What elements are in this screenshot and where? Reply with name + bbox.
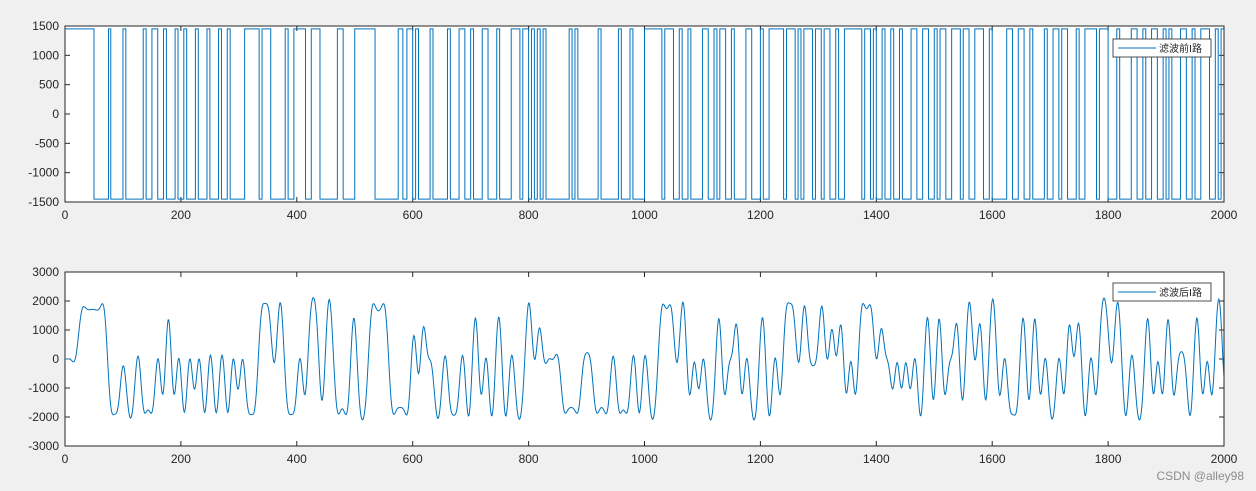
- bottom-subplot: 0 200 400 600 800 1000 1200 1400 1600 1800 2000 -30…: [28, 265, 1237, 466]
- y-tick-label: 3000: [32, 265, 59, 279]
- y-tick-label: 0: [52, 107, 59, 121]
- x-tick-label: 200: [171, 208, 191, 222]
- x-tick-label: 600: [403, 452, 423, 466]
- x-tick-label: 1600: [979, 208, 1006, 222]
- bottom-axis-ticks: 0 200 400 600 800 1000 1200 1400 1600 1800 2000 -30…: [28, 265, 1237, 466]
- y-tick-label: -2000: [28, 410, 59, 424]
- y-tick-label: 0: [52, 352, 59, 366]
- bottom-legend-box: [1112, 282, 1212, 302]
- y-tick-label: 2000: [32, 294, 59, 308]
- y-tick-label: -1000: [28, 166, 59, 180]
- x-tick-label: 0: [62, 452, 69, 466]
- x-tick-label: 1200: [747, 452, 774, 466]
- top-legend[interactable]: 滤波前I路: [1112, 38, 1212, 58]
- top-subplot: 0 200 400 600 800 1000 1200 1400 1600 1800 2000 -15…: [28, 19, 1237, 222]
- y-tick-label: 1500: [32, 19, 59, 33]
- x-tick-label: 1800: [1095, 208, 1122, 222]
- x-tick-label: 800: [519, 452, 539, 466]
- x-tick-label: 600: [403, 208, 423, 222]
- y-tick-label: -1500: [28, 195, 59, 209]
- series-line-after-filter: [65, 297, 1224, 421]
- x-tick-label: 400: [287, 208, 307, 222]
- top-axis-ticks: 0 200 400 600 800 1000 1200 1400 1600 1800 2000 -15…: [28, 19, 1237, 222]
- bottom-legend-label: 滤波后I路: [1159, 286, 1202, 299]
- y-tick-label: -1000: [28, 381, 59, 395]
- top-legend-box: [1112, 38, 1212, 58]
- bottom-legend[interactable]: 滤波后I路: [1112, 282, 1212, 302]
- series-line-before-filter: [65, 28, 1224, 200]
- x-tick-label: 1400: [863, 208, 890, 222]
- x-tick-label: 1000: [631, 452, 658, 466]
- x-tick-label: 1200: [747, 208, 774, 222]
- x-tick-label: 400: [287, 452, 307, 466]
- x-tick-label: 2000: [1211, 208, 1238, 222]
- y-tick-label: 1000: [32, 48, 59, 62]
- x-tick-label: 1400: [863, 452, 890, 466]
- y-tick-label: -3000: [28, 439, 59, 453]
- x-tick-label: 1000: [631, 208, 658, 222]
- x-tick-label: 800: [519, 208, 539, 222]
- x-tick-label: 200: [171, 452, 191, 466]
- x-tick-label: 0: [62, 208, 69, 222]
- y-tick-label: 500: [39, 78, 59, 92]
- watermark: CSDN @alley98: [1156, 469, 1244, 483]
- y-tick-label: 1000: [32, 323, 59, 337]
- x-tick-label: 1800: [1095, 452, 1122, 466]
- x-tick-label: 1600: [979, 452, 1006, 466]
- x-tick-label: 2000: [1211, 452, 1238, 466]
- top-series-lines: [65, 28, 1224, 200]
- top-legend-label: 滤波前I路: [1159, 42, 1202, 55]
- y-tick-label: -500: [35, 136, 59, 150]
- bottom-series-lines: [65, 297, 1224, 421]
